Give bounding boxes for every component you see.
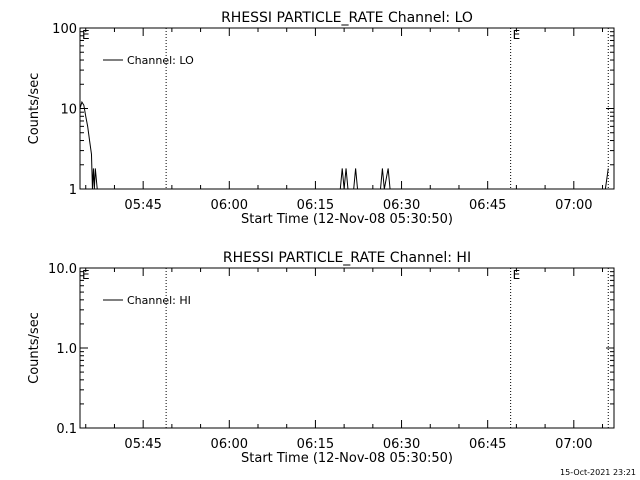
x-tick-label: 05:45: [124, 198, 161, 213]
x-tick-label: 06:00: [211, 198, 248, 213]
legend-label: Channel: HI: [127, 294, 191, 307]
x-tick-label: 05:45: [124, 437, 161, 452]
series-line: [79, 100, 609, 190]
x-tick-label: 06:15: [297, 437, 334, 452]
x-tick-label: 06:15: [297, 198, 334, 213]
x-axis-label: Start Time (12-Nov-08 05:30:50): [241, 212, 453, 227]
start-marker-label: E: [82, 28, 90, 42]
x-tick-label: 06:45: [469, 437, 506, 452]
x-tick-label: 06:30: [383, 437, 420, 452]
y-tick-label: 1.0: [56, 342, 77, 357]
x-tick-label: 06:00: [211, 437, 248, 452]
y-tick-label: 0.1: [56, 422, 77, 437]
y-tick-label: 1: [69, 183, 77, 198]
x-tick-label: 07:00: [555, 437, 592, 452]
y-tick-label: 10: [60, 103, 77, 118]
event-marker-label: E: [513, 28, 521, 42]
y-tick-label: 10.0: [48, 262, 77, 277]
chart-title: RHESSI PARTICLE_RATE Channel: LO: [221, 10, 473, 26]
x-axis-label: Start Time (12-Nov-08 05:30:50): [241, 451, 453, 466]
footer-timestamp: 15-Oct-2021 23:21: [560, 468, 636, 477]
event-marker-label: E: [513, 268, 521, 282]
start-marker-label: E: [82, 268, 90, 282]
legend-label: Channel: LO: [127, 54, 194, 67]
x-tick-label: 06:45: [469, 198, 506, 213]
y-axis-label: Counts/sec: [27, 73, 42, 145]
plot-frame: [79, 27, 615, 190]
y-tick-label: 100: [52, 22, 77, 37]
x-tick-label: 07:00: [555, 198, 592, 213]
x-tick-label: 06:30: [383, 198, 420, 213]
y-axis-label: Counts/sec: [27, 312, 42, 384]
chart-title: RHESSI PARTICLE_RATE Channel: HI: [223, 250, 471, 266]
plot-frame: [79, 267, 615, 429]
